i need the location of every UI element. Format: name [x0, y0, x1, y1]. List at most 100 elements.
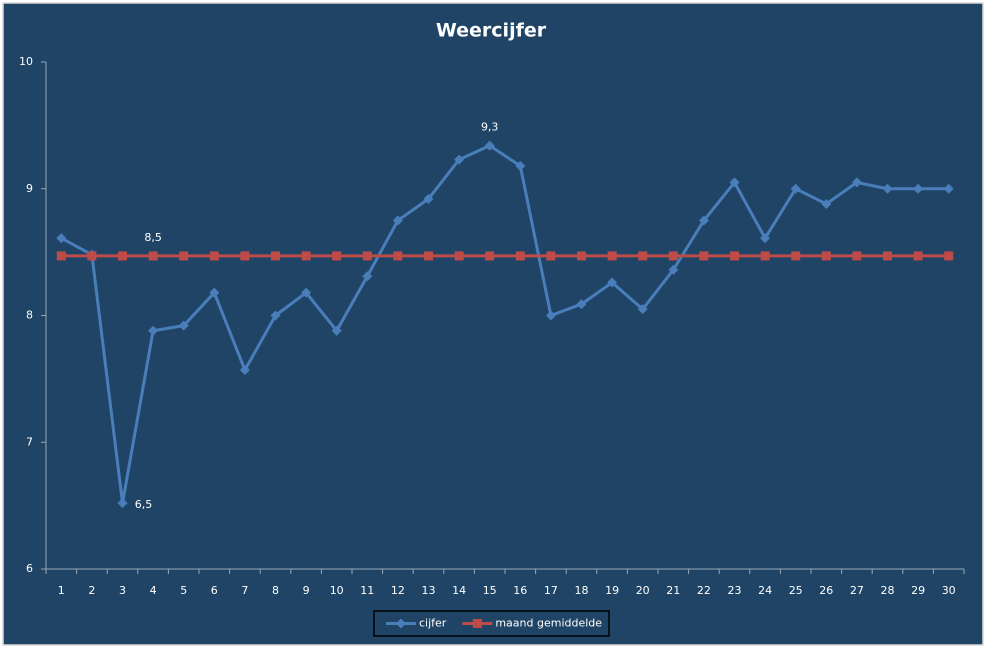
- data-point: [790, 183, 801, 194]
- data-label: 6,5: [135, 498, 153, 511]
- data-point: [760, 233, 771, 244]
- data-point: [148, 251, 158, 261]
- data-point: [851, 177, 862, 188]
- x-tick-label: 25: [789, 584, 803, 597]
- data-point: [240, 251, 250, 261]
- data-point: [271, 251, 280, 261]
- x-tick-label: 3: [119, 584, 126, 597]
- x-tick-label: 5: [180, 584, 187, 597]
- x-tick-label: 29: [911, 584, 925, 597]
- x-tick-label: 13: [422, 584, 436, 597]
- data-point: [117, 498, 128, 509]
- data-point: [515, 160, 526, 171]
- data-point: [515, 251, 525, 261]
- x-tick-label: 27: [850, 584, 864, 597]
- x-tick-label: 10: [330, 584, 344, 597]
- x-tick-label: 1: [58, 584, 65, 597]
- x-tick-label: 6: [211, 584, 218, 597]
- data-point: [729, 177, 740, 188]
- x-tick-label: 15: [483, 584, 497, 597]
- data-point: [607, 251, 617, 261]
- data-point: [913, 183, 924, 194]
- y-tick-label: 9: [26, 182, 33, 195]
- data-point: [699, 251, 709, 261]
- data-point: [424, 251, 433, 261]
- data-point: [852, 251, 862, 261]
- data-point: [821, 198, 832, 209]
- data-point: [638, 251, 648, 261]
- legend-label: maand gemiddelde: [495, 617, 602, 630]
- data-point: [454, 251, 464, 261]
- data-point: [56, 233, 67, 244]
- data-point: [883, 251, 892, 261]
- legend-marker: [396, 618, 406, 629]
- x-tick-label: 30: [942, 584, 956, 597]
- x-tick-label: 18: [575, 584, 589, 597]
- data-point: [392, 215, 403, 226]
- data-point: [791, 251, 801, 261]
- data-point: [209, 251, 219, 261]
- data-point: [118, 251, 127, 261]
- x-tick-label: 22: [697, 584, 711, 597]
- data-point: [698, 215, 709, 226]
- x-tick-label: 16: [513, 584, 527, 597]
- data-point: [56, 251, 66, 261]
- data-point: [882, 183, 893, 194]
- x-tick-label: 23: [728, 584, 742, 597]
- data-point: [239, 365, 250, 376]
- x-tick-label: 24: [758, 584, 772, 597]
- data-point: [607, 277, 618, 288]
- data-point: [668, 264, 679, 275]
- data-point: [362, 251, 372, 261]
- series-line: [60, 144, 949, 505]
- x-tick-label: 17: [544, 584, 558, 597]
- data-point: [331, 325, 342, 336]
- x-tick-label: 26: [819, 584, 833, 597]
- data-point: [270, 310, 281, 321]
- data-point: [332, 251, 342, 261]
- data-point: [545, 310, 556, 321]
- data-point: [179, 251, 189, 261]
- data-point: [362, 271, 373, 282]
- data-point: [944, 251, 954, 261]
- data-point: [87, 251, 97, 261]
- data-point: [148, 325, 159, 336]
- data-point: [301, 251, 311, 261]
- data-point: [484, 140, 495, 151]
- x-tick-label: 12: [391, 584, 405, 597]
- x-tick-label: 2: [88, 584, 95, 597]
- data-point: [821, 251, 831, 261]
- x-tick-label: 8: [272, 584, 279, 597]
- data-point: [943, 183, 954, 194]
- data-label: 8,5: [144, 231, 162, 244]
- data-point: [178, 320, 189, 331]
- data-point: [668, 251, 678, 261]
- legend-marker: [472, 619, 482, 628]
- data-label: 9,3: [481, 121, 499, 134]
- legend-label: cijfer: [419, 617, 447, 630]
- x-tick-label: 19: [605, 584, 619, 597]
- x-tick-label: 20: [636, 584, 650, 597]
- data-point: [913, 251, 923, 261]
- chart-title: Weercijfer: [436, 20, 547, 42]
- data-point: [577, 251, 586, 261]
- data-point: [637, 304, 648, 315]
- data-point: [393, 251, 403, 261]
- data-point: [454, 154, 465, 165]
- y-tick-label: 6: [26, 562, 33, 575]
- x-tick-label: 28: [881, 584, 895, 597]
- x-tick-label: 7: [241, 584, 248, 597]
- data-point: [730, 251, 739, 261]
- y-tick-label: 8: [26, 309, 33, 322]
- x-tick-label: 14: [452, 584, 466, 597]
- data-point: [423, 193, 434, 204]
- data-point: [301, 287, 312, 298]
- y-tick-label: 10: [19, 55, 33, 68]
- data-point: [485, 251, 495, 261]
- x-tick-label: 11: [360, 584, 374, 597]
- data-point: [546, 251, 556, 261]
- x-tick-label: 4: [150, 584, 157, 597]
- data-point: [760, 251, 770, 261]
